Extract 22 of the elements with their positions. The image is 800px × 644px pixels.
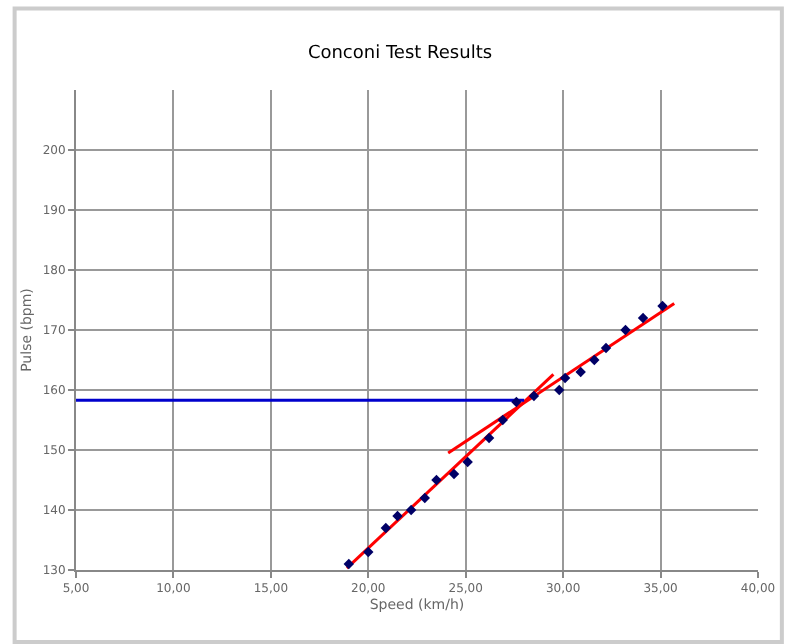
point [343,558,354,570]
point [405,504,417,516]
point [637,312,649,324]
point [462,456,473,468]
point [657,300,668,312]
point [483,432,495,444]
point [554,384,565,396]
chart-title: Conconi Test Results [307,43,493,64]
point [589,354,600,366]
point [575,366,586,378]
point [620,324,631,336]
point [380,522,392,534]
point [419,492,430,504]
point [431,474,442,486]
point [528,390,540,402]
point [497,414,508,426]
point [448,468,460,480]
point [511,396,522,408]
point [600,342,612,354]
point [363,546,374,558]
point [392,510,403,522]
point [559,372,571,384]
